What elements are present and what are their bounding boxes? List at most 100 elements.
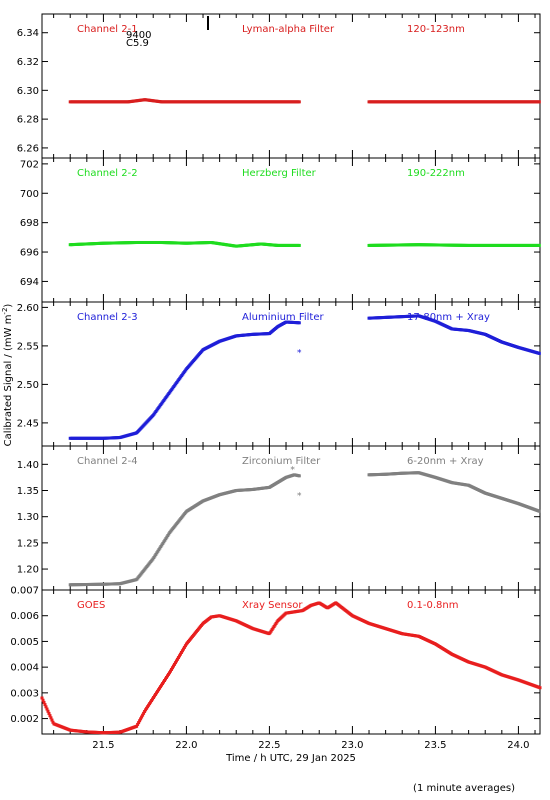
data-point [156,689,160,693]
data-point [165,535,169,539]
y-tick-label: 2.50 [17,380,39,391]
data-point [142,711,146,715]
data-point [163,538,167,542]
data-point [158,686,162,690]
data-point [179,650,183,654]
data-point [537,351,541,355]
data-point [153,694,157,698]
y-tick-label: 694 [20,277,39,288]
data-point [140,715,144,719]
outlier-point: * [290,466,295,476]
data-point [162,540,166,544]
data-point [147,703,151,707]
panel-channel-label: Channel 2-4 [77,456,138,467]
y-tick-label: 700 [20,189,39,200]
data-point [155,551,159,555]
data-point [164,677,168,681]
data-point [270,628,274,632]
data-point [139,717,143,721]
y-tick-label: 2.60 [17,303,39,314]
data-point [157,688,161,692]
data-point [163,679,167,683]
data-point [182,645,186,649]
data-point [156,549,160,553]
x-tick-label: 22.5 [258,740,280,751]
panel-channel-label: GOES [77,600,105,611]
data-point [150,699,154,703]
data-point [158,546,162,550]
panel-3: 2.45 2.50 2.55 2.60 Channel 2-3 Aluminium Fil… [17,301,541,447]
y-tick-label: 6.32 [17,57,39,68]
data-point [165,674,169,678]
data-point [159,685,163,689]
data-point [135,724,139,728]
y-tick-label: 702 [20,159,39,170]
data-point [176,656,180,660]
y-tick-label: 698 [20,218,39,229]
panel-1: 6.26 6.28 6.30 6.32 6.34 Channel 2-1 Lyman-alp… [17,13,541,159]
data-point [538,686,542,690]
data-point [152,556,156,560]
y-tick-label: 0.006 [10,611,39,622]
outlier-point: * [297,492,302,502]
annotation-class-number: 9400 [126,30,151,41]
data-point [170,666,174,670]
data-point [180,649,184,653]
data-point [271,626,275,630]
panel-frame [41,157,541,303]
y-tick-label: 2.45 [17,418,39,429]
panel-filter-label: Zirconium Filter [242,456,321,467]
data-point [162,680,166,684]
panel-channel-label: Channel 2-1 [77,24,138,35]
panel-channel-label: Channel 2-2 [77,168,138,179]
data-point [172,662,176,666]
data-point [297,100,301,104]
data-point [151,697,155,701]
data-point [45,707,49,711]
panel-frame [41,589,541,735]
data-point [138,719,142,723]
y-tick-label: 1.30 [17,512,39,523]
y-tick-label: 0.007 [10,586,39,597]
data-point [177,654,181,658]
panel-5: 0.002 0.003 0.004 0.005 0.006 0.007 GOES Xray S… [10,586,542,751]
data-point [164,537,168,541]
data-point [166,672,170,676]
panel-frame [41,13,541,159]
data-point [161,541,165,545]
data-point [174,659,178,663]
data-point [273,623,277,627]
x-tick-label: 23.0 [341,740,363,751]
panel-band-label: 190-222nm [407,168,465,179]
data-series [68,240,541,248]
data-point [537,509,541,513]
y-tick-label: 6.26 [17,143,39,154]
data-point [181,647,185,651]
y-tick-label: 6.28 [17,115,39,126]
data-point [48,714,52,718]
data-point [146,705,150,709]
data-point [43,703,47,707]
data-point [272,625,276,629]
panel-band-label: 0.1-0.8nm [407,600,459,611]
data-point [136,722,140,726]
data-point [154,692,158,696]
data-point [50,718,54,722]
data-point [51,720,55,724]
y-tick-label: 0.002 [10,714,39,725]
data-point [178,652,182,656]
data-point [153,554,157,558]
y-tick-label: 2.55 [17,341,39,352]
data-point [154,552,158,556]
y-tick-label: 1.20 [17,565,39,576]
data-point [47,711,51,715]
panel-filter-label: Aluminium Filter [242,312,325,323]
data-point [152,695,156,699]
data-point [167,671,171,675]
panel-filter-label: Lyman-alpha Filter [242,24,335,35]
chart-panels: 6.26 6.28 6.30 6.32 6.34 Channel 2-1 Lyman-alp… [10,13,542,751]
data-point [148,702,152,706]
data-point [537,243,541,247]
data-point [537,100,541,104]
outlier-point: * [297,348,302,358]
